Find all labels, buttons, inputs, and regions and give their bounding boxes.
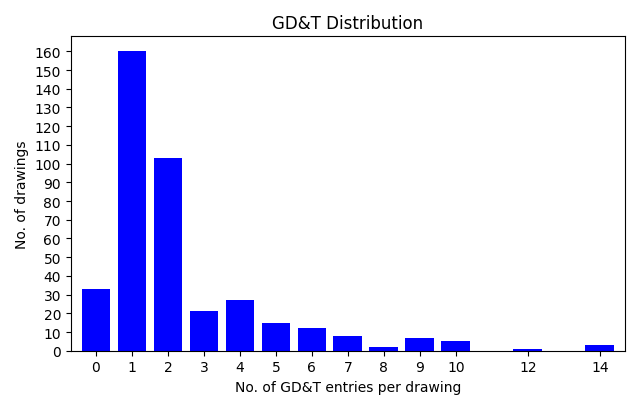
Bar [118,52,147,351]
Bar [298,328,326,351]
Bar [262,323,291,351]
Bar [225,301,254,351]
Bar [81,289,110,351]
Y-axis label: No. of drawings: No. of drawings [15,140,29,248]
Bar [513,349,542,351]
X-axis label: No. of GD&T entries per drawing: No. of GD&T entries per drawing [235,380,461,394]
Bar [586,345,614,351]
Bar [369,347,398,351]
Bar [333,336,362,351]
Bar [442,342,470,351]
Title: GD&T Distribution: GD&T Distribution [273,15,424,33]
Bar [189,312,218,351]
Bar [154,159,182,351]
Bar [406,338,435,351]
